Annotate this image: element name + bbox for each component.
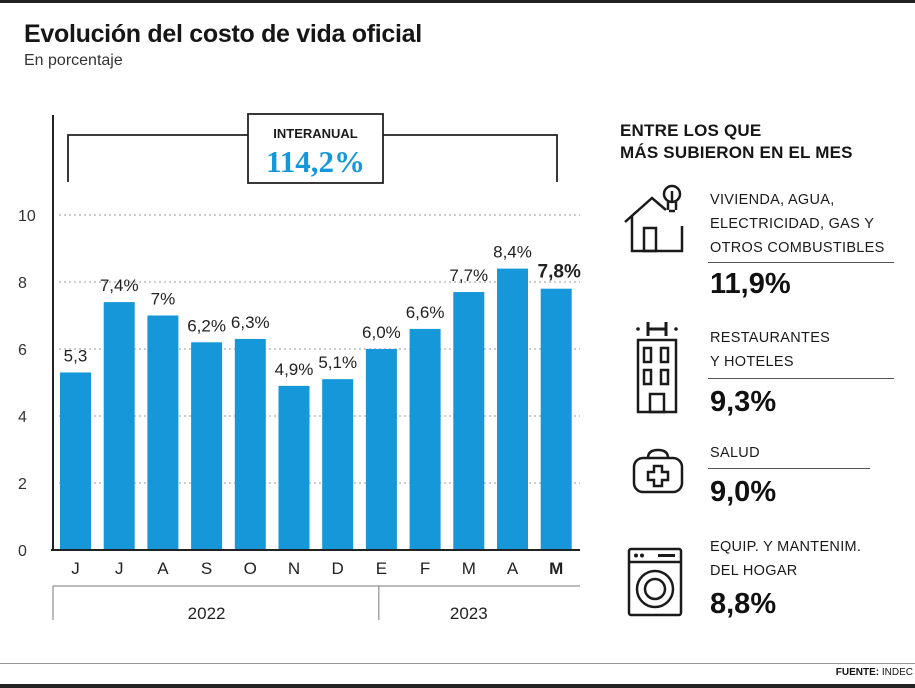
- bar: [497, 268, 528, 550]
- source-value: INDEC: [881, 667, 913, 678]
- house-bulb-icon: [624, 184, 684, 253]
- category-value-restaurants: 9,3%: [710, 386, 777, 418]
- bar: [191, 342, 223, 550]
- category-value-health: 9,0%: [710, 476, 777, 508]
- x-tick-label: S: [201, 559, 212, 578]
- data-label: 6,3%: [231, 313, 270, 332]
- bar: [278, 385, 310, 550]
- data-label: 7,7%: [449, 266, 488, 285]
- panel-heading: ENTRE LOS QUE MÁS SUBIERON EN EL MES: [620, 120, 853, 164]
- data-label: 5,3: [64, 346, 88, 365]
- y-tick-label: 2: [18, 476, 27, 493]
- bar: [234, 338, 266, 550]
- category-label-housing: VIVIENDA, AGUA, ELECTRICIDAD, GAS Y OTRO…: [710, 192, 885, 256]
- panel-heading-line-1: ENTRE LOS QUE: [620, 121, 762, 140]
- annotation-label: INTERANUAL: [273, 126, 358, 141]
- bottom-rule: [0, 663, 915, 664]
- bar: [365, 349, 397, 550]
- bar: [147, 315, 179, 550]
- data-label: 8,4%: [493, 243, 532, 262]
- x-tick-label: M: [549, 559, 563, 578]
- annotation-value: 114,2%: [266, 144, 365, 179]
- data-label: 6,2%: [187, 316, 226, 335]
- x-tick-label: E: [376, 559, 387, 578]
- category-label-health: SALUD: [710, 445, 760, 461]
- medical-kit-icon: [632, 448, 684, 494]
- data-label: 7%: [151, 290, 176, 309]
- x-tick-label: J: [71, 559, 80, 578]
- data-label: 6,6%: [406, 303, 445, 322]
- source-note: FUENTE: INDEC: [836, 667, 913, 678]
- bar: [540, 288, 572, 550]
- category-rule: [708, 468, 870, 469]
- hotel-icon: [636, 322, 678, 414]
- bar: [60, 372, 91, 550]
- category-value-housing: 11,9%: [710, 268, 791, 300]
- data-label: 4,9%: [275, 360, 314, 379]
- y-tick-label: 8: [18, 275, 27, 292]
- source-label: FUENTE:: [835, 667, 880, 678]
- bar: [453, 292, 485, 550]
- data-label: 7,8%: [538, 262, 581, 283]
- chart-subtitle: En porcentaje: [24, 52, 123, 69]
- year-label: 2022: [188, 604, 226, 623]
- y-tick-label: 0: [18, 543, 27, 560]
- bottom-rule-thick: [0, 684, 915, 688]
- year-label: 2023: [450, 604, 488, 623]
- x-tick-label: M: [462, 559, 476, 578]
- category-rule: [708, 378, 894, 379]
- category-rule: [708, 262, 894, 263]
- x-tick-label: A: [157, 559, 169, 578]
- category-label-restaurants: RESTAURANTES Y HOTELES: [710, 330, 831, 370]
- category-label-home-equipment: EQUIP. Y MANTENIM. DEL HOGAR: [710, 539, 862, 579]
- washing-machine-icon: [627, 547, 683, 617]
- x-tick-label: O: [244, 559, 257, 578]
- bar: [322, 379, 354, 550]
- x-tick-label: N: [288, 559, 300, 578]
- bar: [409, 328, 441, 550]
- x-tick-label: D: [332, 559, 344, 578]
- data-label: 7,4%: [100, 276, 139, 295]
- y-tick-label: 10: [18, 208, 36, 225]
- category-value-home-equipment: 8,8%: [710, 588, 777, 620]
- data-label: 6,0%: [362, 323, 401, 342]
- bar: [103, 302, 135, 550]
- top-rule: [0, 0, 915, 3]
- x-tick-label: A: [507, 559, 519, 578]
- annotation-box: [247, 113, 384, 184]
- panel-heading-line-2: MÁS SUBIERON EN EL MES: [620, 143, 853, 162]
- y-tick-label: 4: [18, 409, 27, 426]
- x-tick-label: F: [420, 559, 430, 578]
- y-tick-label: 6: [18, 342, 27, 359]
- bar-chart: 0 2 4 6 8 10 INTERANUAL 114,2% 5,3 J 7,4% J 7% A 6,2% S…: [18, 113, 581, 623]
- chart-title: Evolución del costo de vida oficial: [24, 20, 422, 48]
- data-label: 5,1%: [318, 353, 357, 372]
- x-tick-label: J: [115, 559, 124, 578]
